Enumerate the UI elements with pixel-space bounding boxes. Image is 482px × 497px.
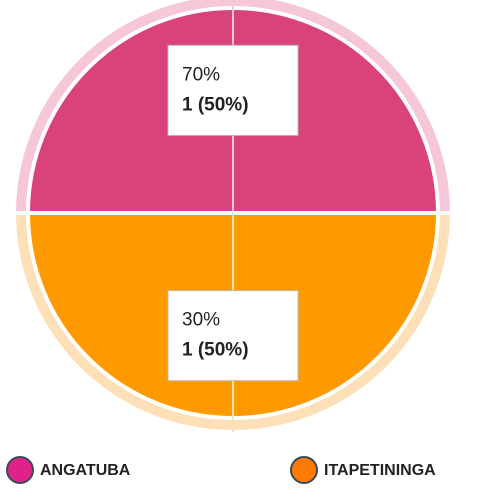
legend-label: ANGATUBA xyxy=(40,462,131,479)
legend-swatch xyxy=(290,456,318,484)
legend-swatch xyxy=(6,456,34,484)
legend-label: ITAPETININGA xyxy=(324,462,436,479)
value-label: 1 (50%) xyxy=(182,340,249,361)
label-box xyxy=(167,290,299,382)
value-label: 1 (50%) xyxy=(182,94,249,115)
label-box xyxy=(167,44,299,136)
slice-label: 30% xyxy=(182,310,220,331)
slice-label: 70% xyxy=(182,64,220,85)
